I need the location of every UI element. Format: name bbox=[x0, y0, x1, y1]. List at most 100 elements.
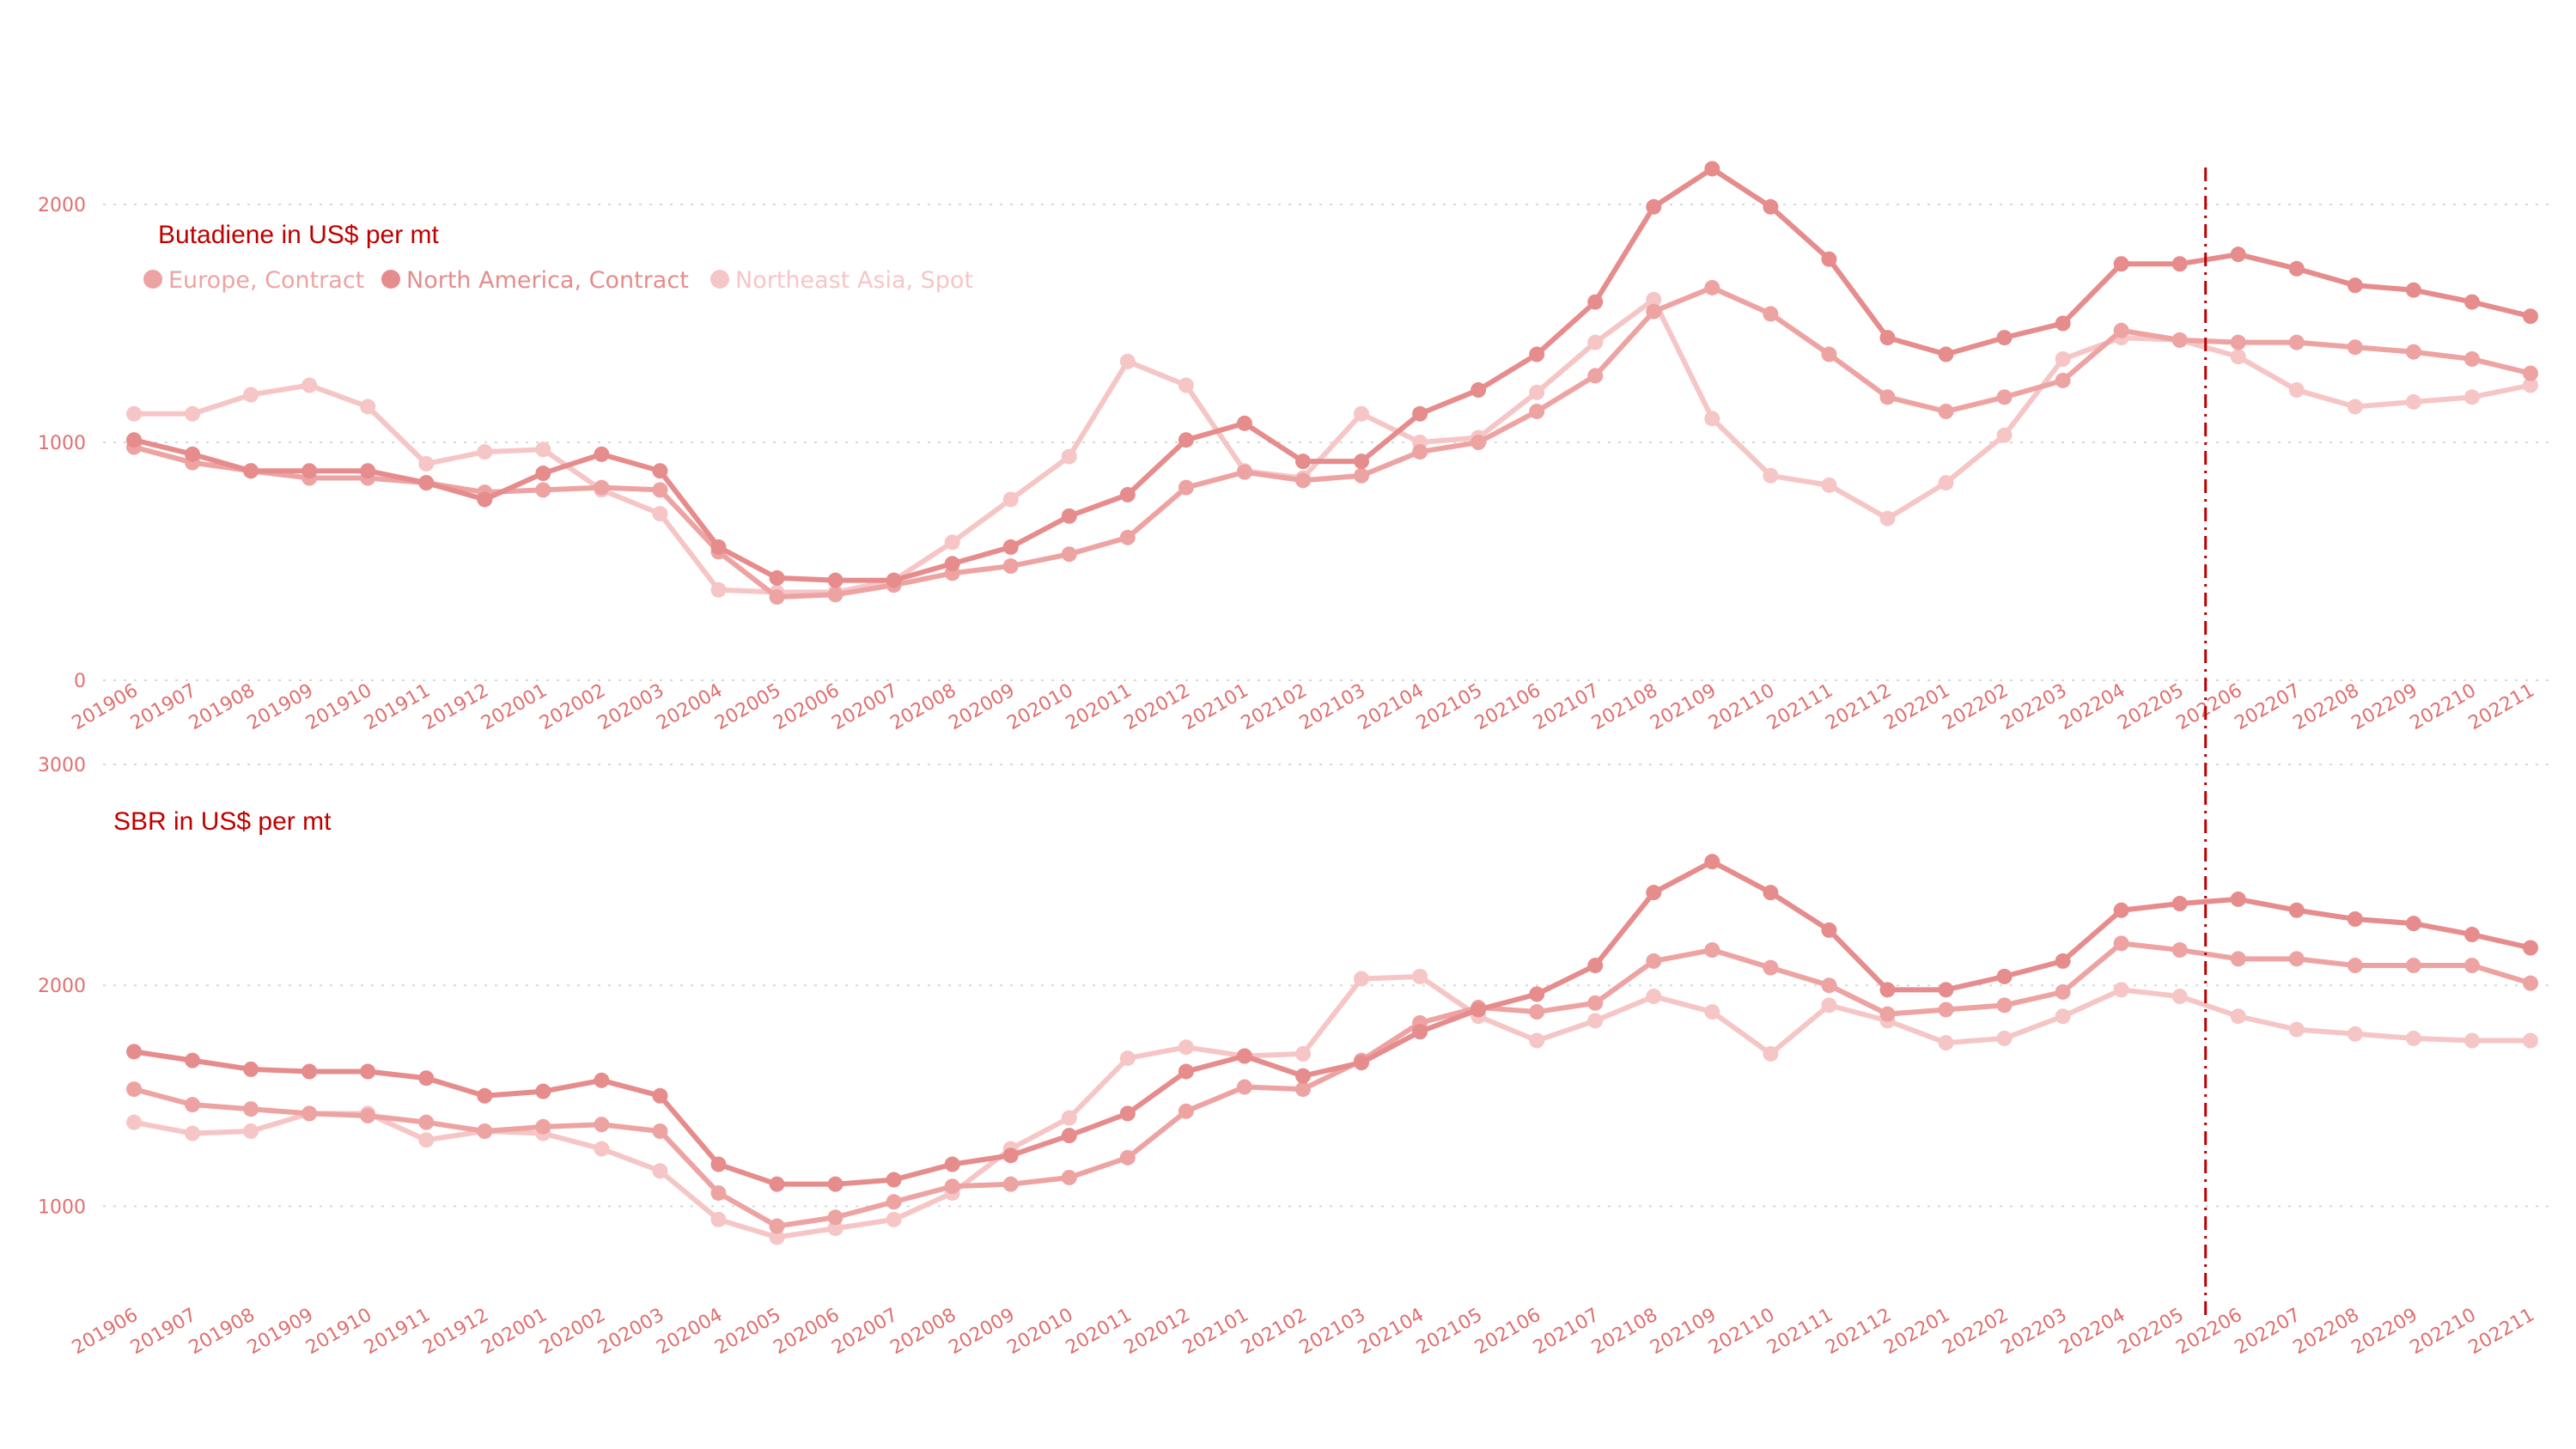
sbr-data-point bbox=[2055, 983, 2071, 1000]
butadiene-data-point bbox=[594, 479, 610, 496]
sbr-x-tick-label: 202206 bbox=[2173, 1305, 2246, 1360]
sbr-x-tick-label: 202011 bbox=[1063, 1305, 1136, 1360]
sbr-data-point bbox=[2523, 975, 2538, 991]
sbr-data-point bbox=[1471, 1002, 1487, 1018]
sbr-data-point bbox=[360, 1063, 376, 1080]
butadiene-x-tick-label: 202102 bbox=[1238, 680, 1311, 735]
sbr-x-tick-label: 202101 bbox=[1179, 1305, 1252, 1360]
butadiene-data-point bbox=[2347, 339, 2363, 356]
butadiene-x-tick-label: 202003 bbox=[594, 680, 667, 735]
sbr-data-point bbox=[1763, 959, 1779, 976]
sbr-x-axis: 2019062019072019082019092019102019112019… bbox=[69, 1305, 2538, 1360]
sbr-data-point bbox=[1354, 1055, 1370, 1071]
sbr-data-point bbox=[2463, 958, 2480, 974]
sbr-x-tick-label: 202210 bbox=[2407, 1305, 2480, 1360]
butadiene-data-point bbox=[1002, 558, 1019, 575]
butadiene-data-point bbox=[1236, 464, 1252, 480]
sbr-data-point bbox=[2113, 982, 2129, 998]
sbr-data-point bbox=[1294, 1068, 1311, 1084]
butadiene-data-point bbox=[185, 405, 201, 422]
sbr-data-point bbox=[243, 1101, 259, 1117]
butadiene-data-point bbox=[418, 455, 435, 472]
sbr-data-point bbox=[886, 1194, 902, 1210]
butadiene-data-point bbox=[944, 556, 960, 572]
butadiene-x-tick-label: 202008 bbox=[886, 680, 959, 735]
butadiene-data-point bbox=[1646, 291, 1662, 307]
butadiene-data-point bbox=[594, 446, 610, 462]
butadiene-data-point bbox=[1412, 444, 1428, 460]
sbr-data-point bbox=[2171, 989, 2188, 1005]
sbr-data-point bbox=[1529, 986, 1545, 1002]
butadiene-x-tick-label: 202210 bbox=[2407, 680, 2480, 735]
butadiene-x-tick-label: 202203 bbox=[1997, 680, 2070, 735]
butadiene-data-point bbox=[535, 466, 551, 482]
butadiene-data-point bbox=[769, 589, 785, 606]
butadiene-data-point bbox=[1178, 377, 1194, 393]
sbr-data-point bbox=[1996, 1030, 2013, 1046]
butadiene-x-tick-label: 202201 bbox=[1880, 680, 1953, 735]
sbr-data-point bbox=[1821, 977, 1837, 994]
butadiene-data-point bbox=[2347, 277, 2363, 294]
sbr-data-point bbox=[652, 1123, 668, 1139]
butadiene-data-point bbox=[2523, 365, 2538, 381]
sbr-x-tick-label: 202006 bbox=[770, 1305, 843, 1360]
sbr-x-tick-label: 202202 bbox=[1939, 1305, 2012, 1360]
sbr-data-point bbox=[827, 1209, 843, 1226]
butadiene-data-point bbox=[1821, 346, 1837, 362]
butadiene-data-point bbox=[1996, 330, 2013, 346]
sbr-data-point bbox=[769, 1218, 785, 1234]
sbr-data-point bbox=[1646, 885, 1662, 901]
butadiene-data-point bbox=[1996, 389, 2013, 405]
sbr-data-point bbox=[243, 1061, 259, 1077]
sbr-data-point bbox=[1119, 1149, 1136, 1166]
butadiene-data-point bbox=[2288, 260, 2305, 277]
butadiene-x-tick-label: 202110 bbox=[1705, 680, 1778, 735]
butadiene-x-tick-label: 202205 bbox=[2114, 680, 2187, 735]
butadiene-data-point bbox=[2405, 282, 2421, 298]
sbr-data-point bbox=[1412, 1024, 1428, 1040]
sbr-data-point bbox=[1178, 1063, 1194, 1080]
butadiene-data-point bbox=[1704, 279, 1720, 295]
sbr-y-tick-label: 1000 bbox=[38, 1196, 86, 1218]
butadiene-series-line bbox=[131, 166, 2533, 583]
sbr-x-tick-label: 202109 bbox=[1647, 1305, 1720, 1360]
butadiene-data-point bbox=[301, 463, 318, 479]
sbr-data-point bbox=[1821, 922, 1837, 938]
sbr-x-tick-label: 201912 bbox=[419, 1305, 492, 1360]
sbr-x-tick-label: 202004 bbox=[653, 1305, 726, 1360]
legend-marker-north-america bbox=[381, 270, 400, 289]
sbr-x-tick-label: 202001 bbox=[478, 1305, 551, 1360]
butadiene-data-point bbox=[1938, 403, 1954, 419]
butadiene-x-tick-label: 202006 bbox=[770, 680, 843, 735]
legend-label-europe: Europe, Contract bbox=[168, 267, 364, 294]
butadiene-data-point bbox=[2463, 351, 2480, 368]
sbr-x-tick-label: 202204 bbox=[2055, 1305, 2128, 1360]
sbr-x-tick-label: 202203 bbox=[1997, 1305, 2070, 1360]
sbr-x-tick-label: 201911 bbox=[361, 1305, 434, 1360]
sbr-data-point bbox=[418, 1070, 435, 1087]
butadiene-data-point bbox=[1061, 448, 1077, 465]
sbr-data-point bbox=[535, 1118, 551, 1135]
butadiene-data-point bbox=[1354, 454, 1370, 470]
sbr-data-point bbox=[1587, 995, 1604, 1011]
sbr-series bbox=[126, 854, 2538, 1245]
sbr-data-point bbox=[944, 1156, 960, 1172]
sbr-data-point bbox=[827, 1176, 843, 1192]
sbr-data-point bbox=[1938, 1002, 1954, 1018]
butadiene-data-point bbox=[243, 463, 259, 479]
butadiene-data-point bbox=[2171, 332, 2188, 348]
sbr-data-point bbox=[886, 1211, 902, 1227]
sbr-x-tick-label: 201909 bbox=[244, 1305, 317, 1360]
sbr-data-point bbox=[1704, 942, 1720, 959]
butadiene-data-point bbox=[1879, 510, 1896, 527]
sbr-data-point bbox=[1354, 971, 1370, 987]
sbr-x-tick-label: 202008 bbox=[886, 1305, 959, 1360]
butadiene-chart-title: Butadiene in US$ per mt bbox=[158, 221, 440, 249]
butadiene-data-point bbox=[2055, 351, 2071, 368]
butadiene-data-point bbox=[2113, 256, 2129, 272]
butadiene-data-point bbox=[1354, 467, 1370, 484]
butadiene-data-point bbox=[1529, 346, 1545, 362]
butadiene-data-point bbox=[1763, 198, 1779, 215]
butadiene-x-tick-label: 201907 bbox=[127, 680, 200, 735]
butadiene-data-point bbox=[944, 534, 960, 551]
